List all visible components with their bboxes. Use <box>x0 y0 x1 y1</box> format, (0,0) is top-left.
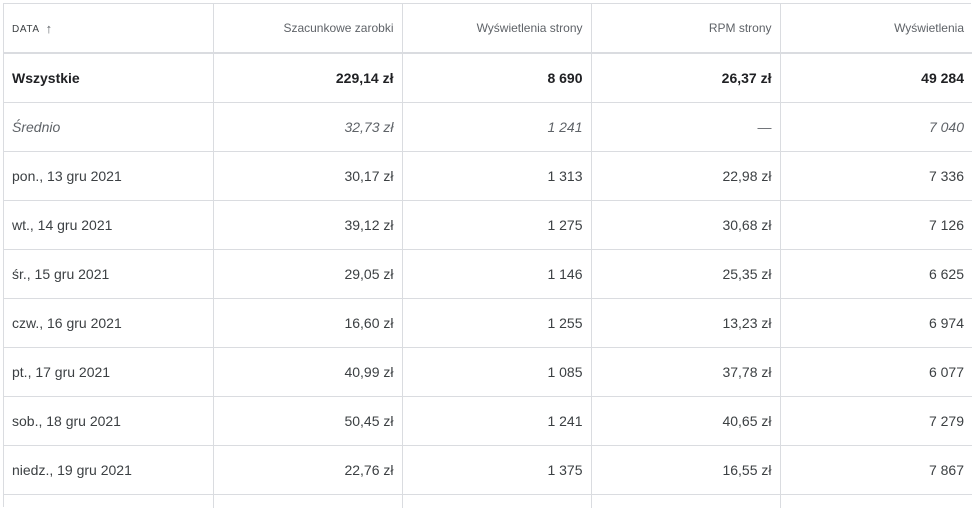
sort-ascending-icon[interactable]: ↑ <box>45 20 53 36</box>
table-header-row: DATA ↑ Szacunkowe zarobki Wyświetlenia st… <box>4 4 972 54</box>
row-date: pt., 17 gru 2021 <box>4 347 214 397</box>
row-page-views: 1 375 <box>402 445 592 495</box>
table-row: śr., 15 gru 2021 29,05 zł 1 146 25,35 zł… <box>4 249 972 299</box>
row-page-rpm: 37,78 zł <box>591 347 781 397</box>
row-earnings: 29,05 zł <box>213 249 403 299</box>
row-date: wt., 14 gru 2021 <box>4 200 214 250</box>
table-row: pt., 17 gru 2021 40,99 zł 1 085 37,78 zł… <box>4 347 972 397</box>
column-header-date[interactable]: DATA ↑ <box>4 4 214 54</box>
table-row: czw., 16 gru 2021 16,60 zł 1 255 13,23 z… <box>4 298 972 348</box>
row-date: sob., 18 gru 2021 <box>4 396 214 446</box>
average-label: Średnio <box>4 102 214 152</box>
row-earnings: 22,76 zł <box>213 445 403 495</box>
row-date: śr., 15 gru 2021 <box>4 249 214 299</box>
row-impressions: 7 279 <box>780 396 972 446</box>
total-row: Wszystkie 229,14 zł 8 690 26,37 zł 49 28… <box>4 53 972 103</box>
table-row: niedz., 19 gru 2021 22,76 zł 1 375 16,55… <box>4 445 972 495</box>
row-impressions: 7 867 <box>780 445 972 495</box>
row-page-rpm: 16,55 zł <box>591 445 781 495</box>
row-page-rpm: 13,23 zł <box>591 298 781 348</box>
table-row: pon., 13 gru 2021 30,17 zł 1 313 22,98 z… <box>4 151 972 201</box>
report-table-container: DATA ↑ Szacunkowe zarobki Wyświetlenia st… <box>3 3 972 508</box>
row-impressions: 6 077 <box>780 347 972 397</box>
table-row: wt., 14 gru 2021 39,12 zł 1 275 30,68 zł… <box>4 200 972 250</box>
row-date: pon., 13 gru 2021 <box>4 151 214 201</box>
tail-cell <box>213 494 403 508</box>
row-earnings: 16,60 zł <box>213 298 403 348</box>
row-page-rpm: 22,98 zł <box>591 151 781 201</box>
total-page-views: 8 690 <box>402 53 592 103</box>
total-earnings: 229,14 zł <box>213 53 403 103</box>
column-header-date-label: DATA <box>12 23 40 35</box>
row-page-views: 1 146 <box>402 249 592 299</box>
table-tail-row <box>4 494 972 508</box>
row-earnings: 39,12 zł <box>213 200 403 250</box>
row-page-views: 1 313 <box>402 151 592 201</box>
table-row: sob., 18 gru 2021 50,45 zł 1 241 40,65 z… <box>4 396 972 446</box>
tail-cell <box>591 494 781 508</box>
row-impressions: 7 126 <box>780 200 972 250</box>
tail-cell <box>402 494 592 508</box>
row-page-rpm: 30,68 zł <box>591 200 781 250</box>
row-date: czw., 16 gru 2021 <box>4 298 214 348</box>
row-earnings: 50,45 zł <box>213 396 403 446</box>
total-label: Wszystkie <box>4 53 214 103</box>
column-header-earnings[interactable]: Szacunkowe zarobki <box>213 4 403 54</box>
tail-cell <box>780 494 972 508</box>
row-date: niedz., 19 gru 2021 <box>4 445 214 495</box>
total-impressions: 49 284 <box>780 53 972 103</box>
row-page-views: 1 241 <box>402 396 592 446</box>
row-impressions: 7 336 <box>780 151 972 201</box>
row-page-views: 1 275 <box>402 200 592 250</box>
row-impressions: 6 974 <box>780 298 972 348</box>
row-page-views: 1 085 <box>402 347 592 397</box>
report-table: DATA ↑ Szacunkowe zarobki Wyświetlenia st… <box>4 4 972 508</box>
column-header-impressions[interactable]: Wyświetlenia <box>780 4 972 54</box>
column-header-page-views[interactable]: Wyświetlenia strony <box>402 4 592 54</box>
row-page-views: 1 255 <box>402 298 592 348</box>
column-header-page-rpm[interactable]: RPM strony <box>591 4 781 54</box>
row-earnings: 30,17 zł <box>213 151 403 201</box>
row-page-rpm: 25,35 zł <box>591 249 781 299</box>
tail-cell <box>4 494 214 508</box>
total-page-rpm: 26,37 zł <box>591 53 781 103</box>
average-earnings: 32,73 zł <box>213 102 403 152</box>
row-earnings: 40,99 zł <box>213 347 403 397</box>
average-page-rpm: — <box>591 102 781 152</box>
average-page-views: 1 241 <box>402 102 592 152</box>
row-page-rpm: 40,65 zł <box>591 396 781 446</box>
average-impressions: 7 040 <box>780 102 972 152</box>
row-impressions: 6 625 <box>780 249 972 299</box>
average-row: Średnio 32,73 zł 1 241 — 7 040 <box>4 102 972 152</box>
